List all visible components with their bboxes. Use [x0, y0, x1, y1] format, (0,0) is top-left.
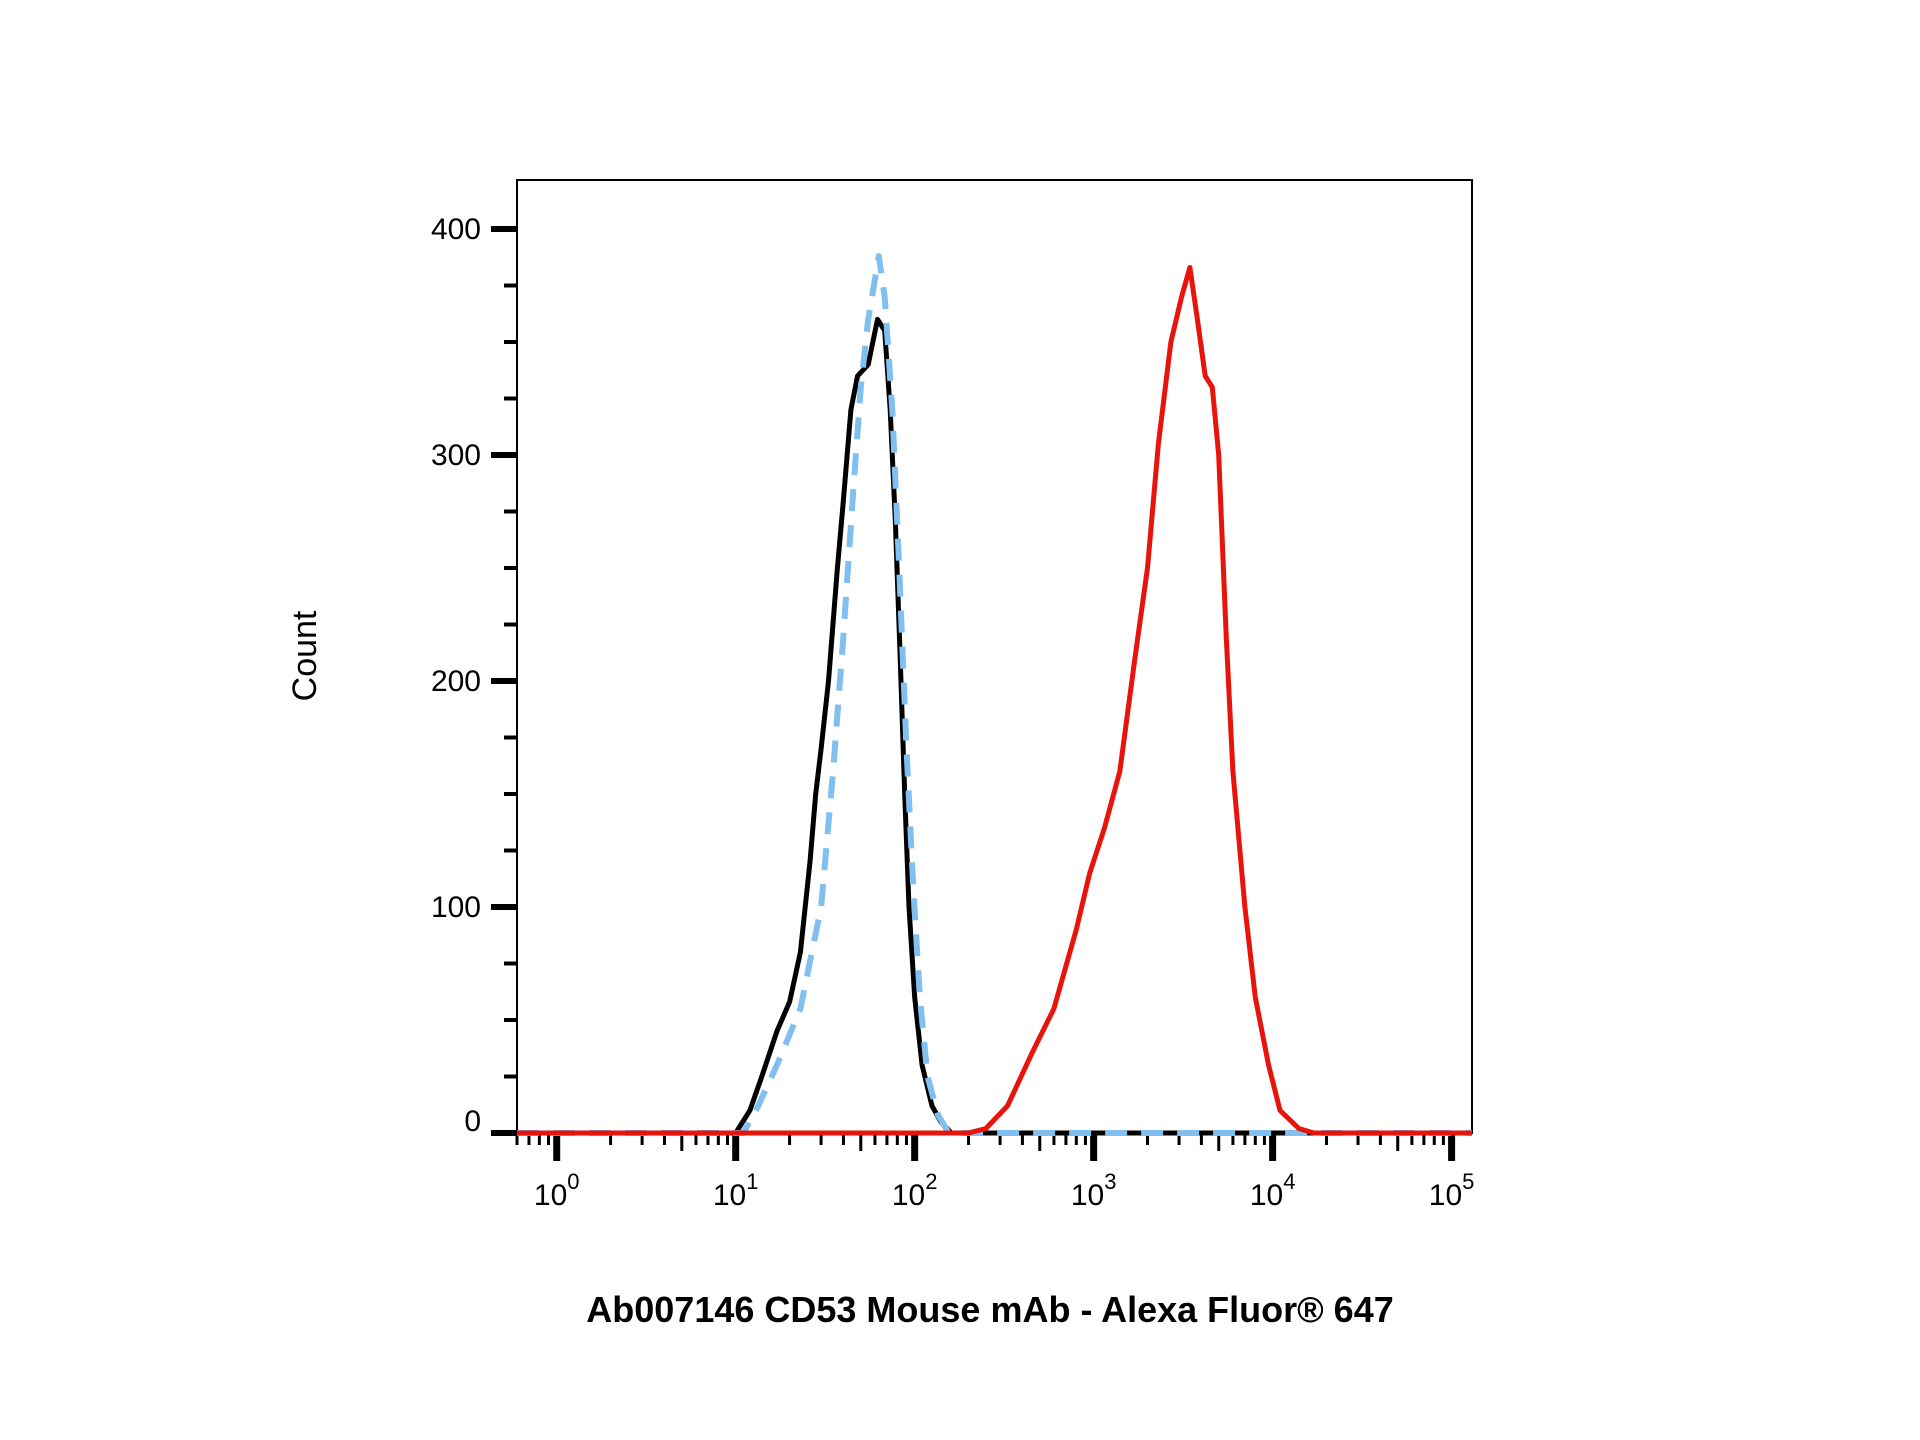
- series-line-1: [517, 316, 1472, 1136]
- series-group: [517, 253, 1472, 1136]
- y-tick-label: 300: [431, 439, 481, 472]
- x-axis-label: Ab007146 CD53 Mouse mAb - Alexa Fluor® 6…: [586, 1289, 1393, 1330]
- x-tick-label: 105: [1429, 1169, 1475, 1212]
- x-tick-label: 102: [892, 1169, 938, 1212]
- plot-frame: [516, 179, 1473, 1134]
- y-tick-label: 100: [431, 891, 481, 924]
- y-axis-label: Count: [286, 610, 324, 701]
- x-tick-label: 101: [713, 1169, 759, 1212]
- y-tick-label: 400: [431, 213, 481, 246]
- series-line-3: [517, 264, 1472, 1136]
- y-axis: 0 100 200 300 400: [431, 213, 517, 1138]
- series-line-2: [517, 253, 1472, 1136]
- x-tick-label: 104: [1250, 1169, 1296, 1212]
- x-tick-label: 100: [534, 1169, 580, 1212]
- x-axis: 100 101 102 103 104 105: [515, 1133, 1475, 1212]
- y-tick-label: 200: [431, 665, 481, 698]
- x-tick-label: 103: [1071, 1169, 1117, 1212]
- y-tick-label: 0: [464, 1105, 481, 1138]
